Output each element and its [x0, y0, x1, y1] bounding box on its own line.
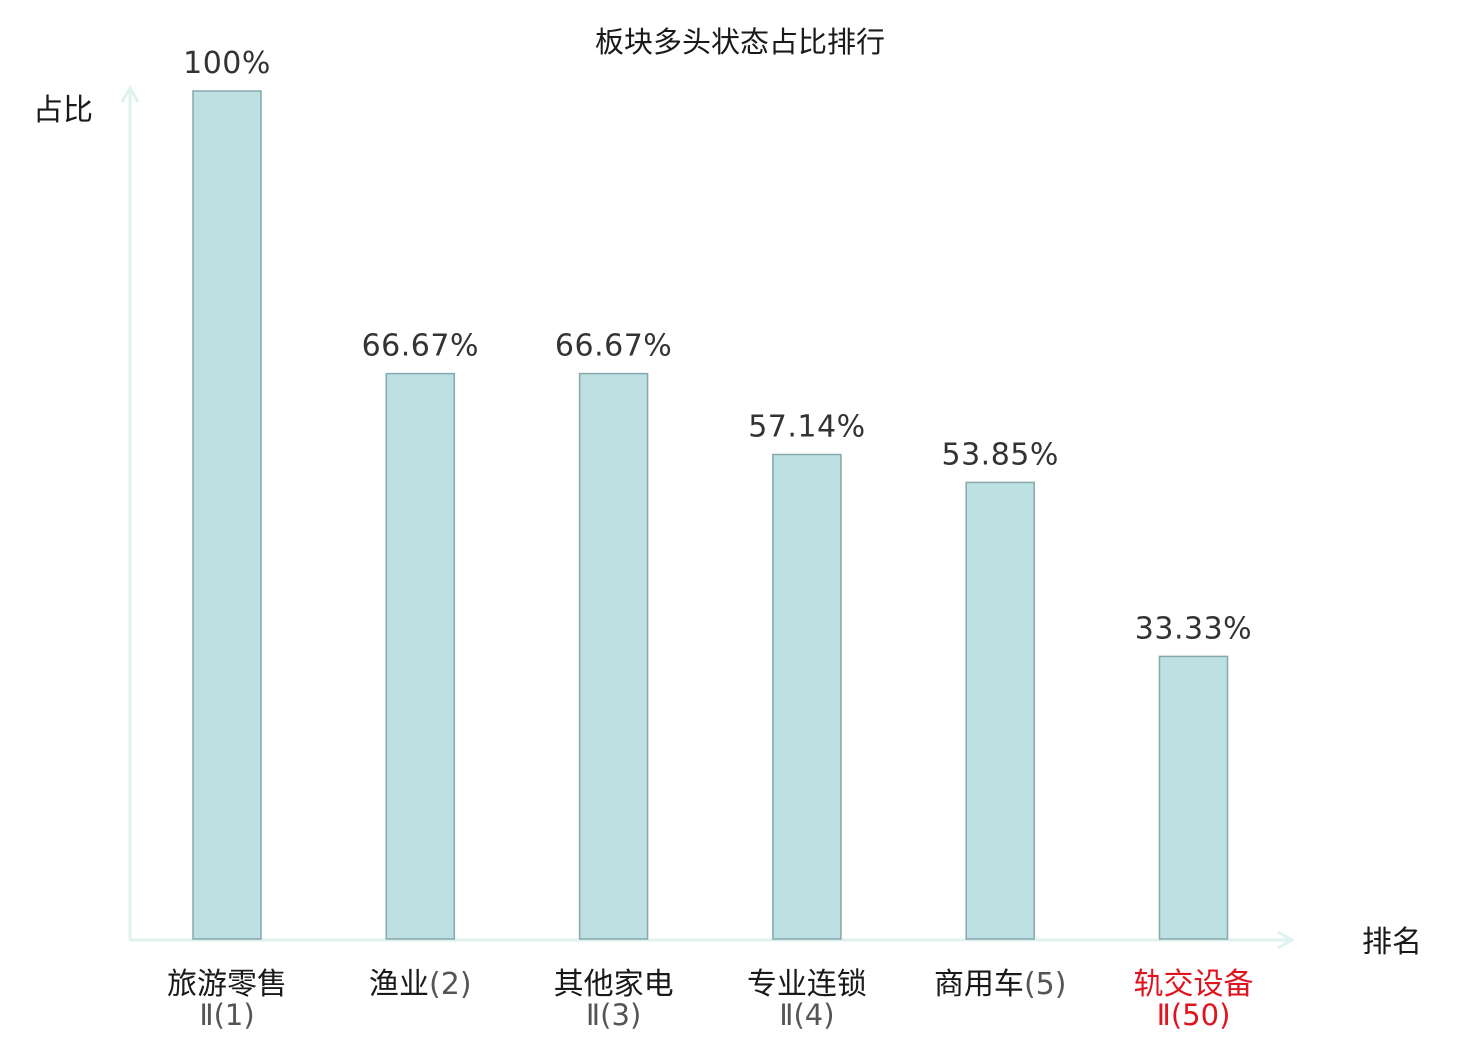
value-label-5: 53.85%	[942, 437, 1059, 472]
category-sublabel-6: Ⅱ(50)	[1157, 998, 1231, 1032]
bar-5	[965, 481, 1035, 940]
category-label-2: 渔业(2)	[369, 967, 472, 1002]
value-label-6: 33.33%	[1135, 611, 1252, 646]
category-label-5: 商用车(5)	[934, 967, 1066, 1002]
category-sublabel-4: Ⅱ(4)	[779, 998, 834, 1032]
bar-2	[385, 372, 456, 940]
value-labels-group: 100% 66.67% 66.67% 57.14% 53.85% 33.33%	[183, 46, 1252, 646]
bar-4	[772, 453, 842, 940]
category-label-4: 专业连锁	[747, 967, 867, 1002]
category-label-1: 旅游零售	[167, 967, 287, 1002]
bar-3	[578, 372, 649, 940]
bar-1	[192, 90, 262, 940]
value-label-3: 66.67%	[555, 329, 672, 364]
category-sublabel-3: Ⅱ(3)	[586, 998, 641, 1032]
category-label-3: 其他家电	[554, 967, 674, 1002]
bars-group	[192, 90, 1229, 940]
category-label-6: 轨交设备	[1134, 967, 1254, 1002]
bar-6	[1158, 655, 1229, 940]
value-label-4: 57.14%	[748, 410, 865, 445]
y-axis-label: 占比	[33, 93, 93, 128]
value-label-2: 66.67%	[362, 329, 479, 364]
x-axis-label: 排名	[1362, 925, 1422, 960]
chart-title: 板块多头状态占比排行	[595, 25, 885, 59]
category-sublabel-1: Ⅱ(1)	[199, 998, 254, 1032]
value-label-1: 100%	[183, 46, 271, 81]
